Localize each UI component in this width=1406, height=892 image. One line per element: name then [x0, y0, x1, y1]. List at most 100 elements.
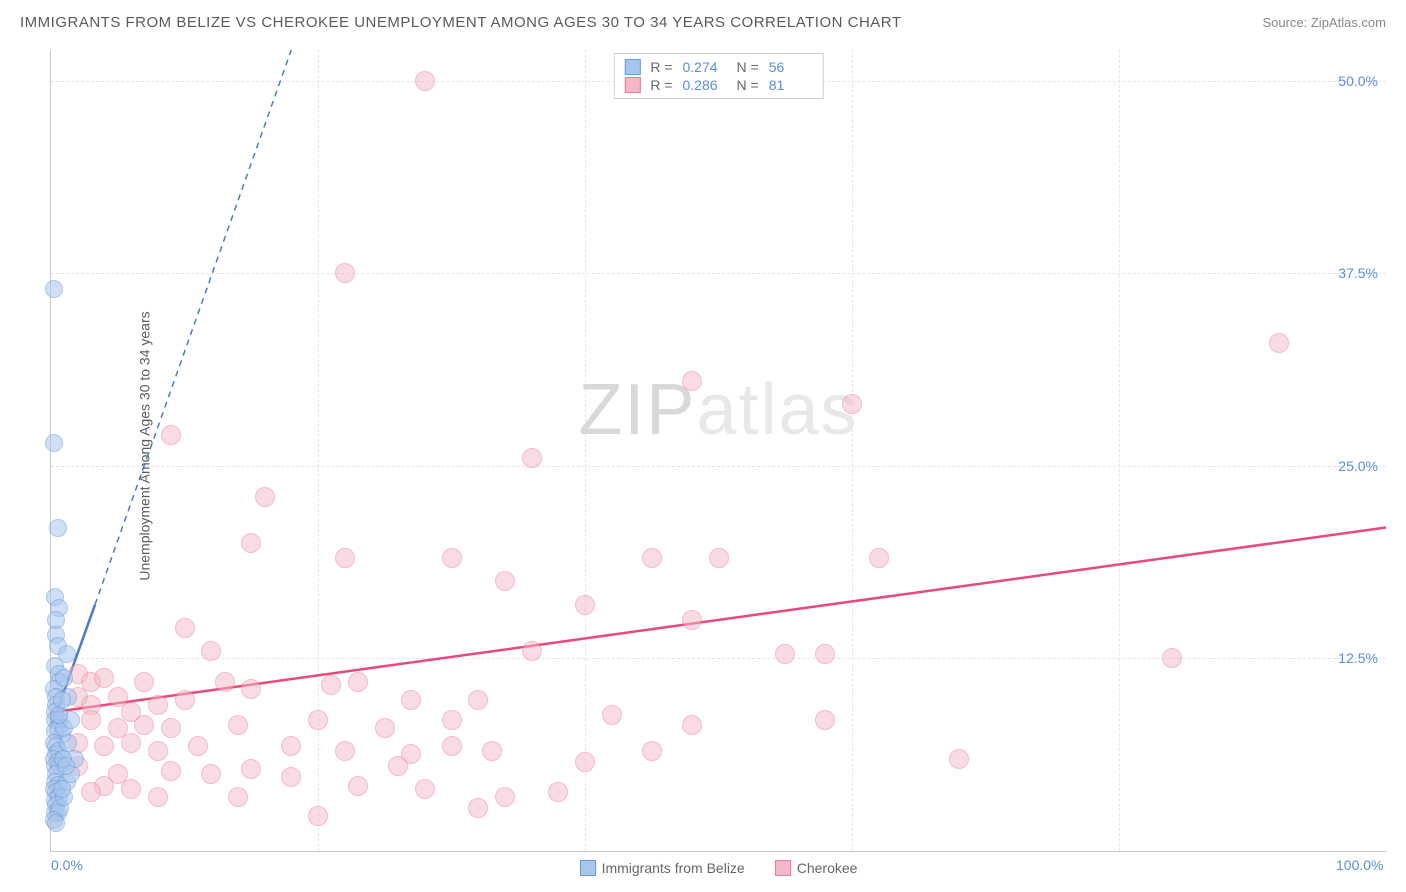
data-point-blue — [53, 780, 71, 798]
source-prefix: Source: — [1262, 15, 1310, 30]
data-point-pink — [468, 798, 488, 818]
gridline-v — [852, 50, 853, 851]
data-point-pink — [121, 779, 141, 799]
data-point-pink — [442, 548, 462, 568]
y-tick-label: 12.5% — [1338, 650, 1378, 666]
data-point-pink — [201, 764, 221, 784]
n-value-pink: 81 — [769, 77, 813, 93]
data-point-pink — [188, 736, 208, 756]
data-point-pink — [255, 487, 275, 507]
data-point-pink — [148, 787, 168, 807]
chart-header: IMMIGRANTS FROM BELIZE VS CHEROKEE UNEMP… — [0, 0, 1406, 44]
stats-row-blue: R = 0.274 N = 56 — [624, 58, 812, 76]
data-point-pink — [241, 679, 261, 699]
data-point-pink — [842, 394, 862, 414]
n-label-pink: N = — [737, 77, 759, 93]
data-point-pink — [1269, 333, 1289, 353]
data-point-pink — [682, 715, 702, 735]
data-point-blue — [49, 519, 67, 537]
gridline-h — [51, 466, 1386, 467]
data-point-pink — [241, 533, 261, 553]
data-point-pink — [468, 690, 488, 710]
data-point-pink — [775, 644, 795, 664]
stats-legend: R = 0.274 N = 56 R = 0.286 N = 81 — [613, 53, 823, 99]
data-point-pink — [241, 759, 261, 779]
y-tick-label: 50.0% — [1338, 73, 1378, 89]
data-point-pink — [682, 371, 702, 391]
data-point-pink — [161, 425, 181, 445]
data-point-pink — [335, 741, 355, 761]
data-point-pink — [522, 448, 542, 468]
swatch-pink-icon — [775, 860, 791, 876]
legend-label-blue: Immigrants from Belize — [602, 860, 745, 876]
data-point-pink — [281, 767, 301, 787]
data-point-pink — [522, 641, 542, 661]
legend-item-pink: Cherokee — [775, 860, 858, 876]
data-point-pink — [148, 741, 168, 761]
r-label-blue: R = — [650, 59, 672, 75]
data-point-pink — [642, 548, 662, 568]
chart-title: IMMIGRANTS FROM BELIZE VS CHEROKEE UNEMP… — [20, 14, 902, 31]
data-point-pink — [321, 675, 341, 695]
data-point-pink — [602, 705, 622, 725]
gridline-v — [318, 50, 319, 851]
source-attribution: Source: ZipAtlas.com — [1262, 15, 1386, 30]
data-point-pink — [121, 733, 141, 753]
swatch-pink — [624, 77, 640, 93]
gridline-h — [51, 273, 1386, 274]
gridline-h — [51, 658, 1386, 659]
r-value-pink: 0.286 — [683, 77, 727, 93]
data-point-pink — [228, 715, 248, 735]
data-point-pink — [228, 787, 248, 807]
trend-lines-layer — [51, 50, 1386, 851]
data-point-pink — [642, 741, 662, 761]
x-tick-label: 100.0% — [1336, 857, 1383, 873]
y-tick-label: 25.0% — [1338, 458, 1378, 474]
data-point-pink — [134, 672, 154, 692]
data-point-pink — [388, 756, 408, 776]
data-point-pink — [215, 672, 235, 692]
data-point-pink — [175, 690, 195, 710]
data-point-pink — [348, 776, 368, 796]
data-point-pink — [401, 690, 421, 710]
data-point-pink — [161, 761, 181, 781]
data-point-pink — [442, 710, 462, 730]
watermark: ZIPatlas — [578, 369, 858, 451]
data-point-blue — [57, 757, 75, 775]
data-point-pink — [495, 787, 515, 807]
data-point-blue — [53, 691, 71, 709]
data-point-pink — [161, 718, 181, 738]
plot-area: ZIPatlas R = 0.274 N = 56 R = 0.286 N = … — [50, 50, 1386, 852]
watermark-light: atlas — [696, 370, 858, 450]
data-point-pink — [1162, 648, 1182, 668]
data-point-pink — [575, 752, 595, 772]
data-point-pink — [308, 806, 328, 826]
r-label-pink: R = — [650, 77, 672, 93]
data-point-pink — [482, 741, 502, 761]
legend-label-pink: Cherokee — [797, 860, 858, 876]
data-point-pink — [548, 782, 568, 802]
data-point-blue — [55, 669, 73, 687]
data-point-pink — [415, 779, 435, 799]
data-point-pink — [575, 595, 595, 615]
watermark-bold: ZIP — [578, 370, 696, 450]
source-name: ZipAtlas.com — [1311, 15, 1386, 30]
data-point-pink — [134, 715, 154, 735]
stats-row-pink: R = 0.286 N = 81 — [624, 76, 812, 94]
data-point-pink — [709, 548, 729, 568]
data-point-pink — [94, 736, 114, 756]
data-point-blue — [45, 434, 63, 452]
swatch-blue — [624, 59, 640, 75]
data-point-pink — [949, 749, 969, 769]
n-label-blue: N = — [737, 59, 759, 75]
data-point-pink — [335, 263, 355, 283]
data-point-pink — [348, 672, 368, 692]
data-point-pink — [201, 641, 221, 661]
data-point-pink — [81, 782, 101, 802]
swatch-blue-icon — [580, 860, 596, 876]
data-point-pink — [495, 571, 515, 591]
data-point-pink — [442, 736, 462, 756]
data-point-pink — [148, 695, 168, 715]
data-point-pink — [335, 548, 355, 568]
data-point-pink — [682, 610, 702, 630]
